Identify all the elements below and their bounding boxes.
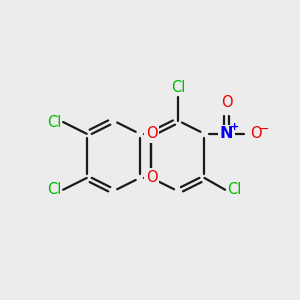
- Text: O: O: [221, 95, 232, 110]
- Text: Cl: Cl: [47, 115, 62, 130]
- Text: Cl: Cl: [171, 80, 185, 95]
- Text: O: O: [146, 170, 157, 185]
- Text: O: O: [250, 126, 262, 141]
- Text: Cl: Cl: [227, 182, 241, 197]
- Text: N: N: [220, 126, 233, 141]
- Text: +: +: [230, 122, 239, 132]
- Text: Cl: Cl: [47, 182, 62, 197]
- Text: O: O: [146, 126, 157, 141]
- Text: −: −: [259, 123, 269, 136]
